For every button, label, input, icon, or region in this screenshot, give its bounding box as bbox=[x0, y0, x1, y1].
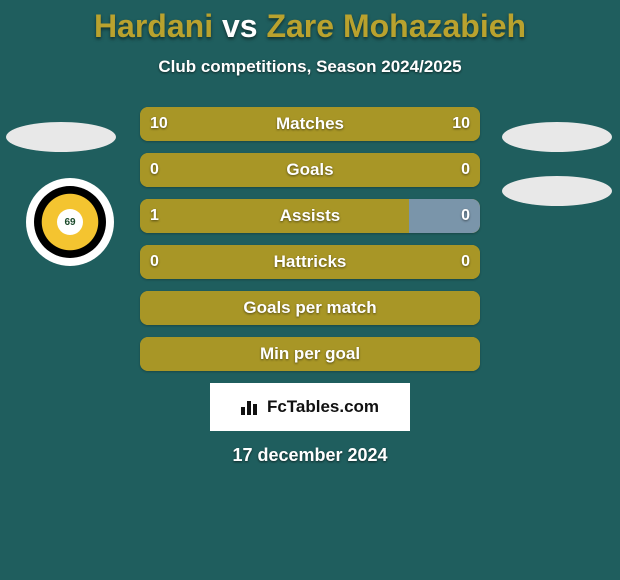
stat-label: Matches bbox=[140, 107, 480, 141]
subtitle: Club competitions, Season 2024/2025 bbox=[0, 57, 620, 77]
stat-label: Assists bbox=[140, 199, 480, 233]
page-title: Hardani vs Zare Mohazabieh bbox=[0, 8, 620, 45]
stat-value-left: 0 bbox=[140, 153, 169, 187]
player-right-avatar-2 bbox=[502, 176, 612, 206]
player-right-avatar-1 bbox=[502, 122, 612, 152]
stat-row: Hattricks0 0 bbox=[140, 245, 480, 279]
stat-rows: Matches1010Goals00Assists10Hattricks00Go… bbox=[140, 107, 480, 371]
vs-separator: vs bbox=[222, 8, 258, 44]
stat-row: Min per goal bbox=[140, 337, 480, 371]
club-badge-inner: 69 bbox=[34, 186, 106, 258]
player-right-name: Zare Mohazabieh bbox=[266, 8, 526, 44]
stat-label: Min per goal bbox=[140, 337, 480, 371]
stat-row: Matches10 10 bbox=[140, 107, 480, 141]
stat-value-left: 10 bbox=[140, 107, 178, 141]
player-left-name: Hardani bbox=[94, 8, 213, 44]
fctables-text: FcTables.com bbox=[267, 397, 379, 417]
stat-label: Goals per match bbox=[140, 291, 480, 325]
date-text: 17 december 2024 bbox=[0, 445, 620, 466]
stat-row: Assists1 0 bbox=[140, 199, 480, 233]
stat-label: Goals bbox=[140, 153, 480, 187]
club-badge: 69 bbox=[26, 178, 114, 266]
barchart-icon bbox=[241, 399, 263, 415]
stat-value-left: 1 bbox=[140, 199, 169, 233]
club-badge-center: 69 bbox=[57, 209, 83, 235]
infographic-container: Hardani vs Zare Mohazabieh Club competit… bbox=[0, 0, 620, 580]
fctables-logo-box: FcTables.com bbox=[210, 383, 410, 431]
player-left-avatar bbox=[6, 122, 116, 152]
stat-label: Hattricks bbox=[140, 245, 480, 279]
stat-value-right: 0 bbox=[451, 199, 480, 233]
stat-value-right: 0 bbox=[451, 153, 480, 187]
stat-value-right: 10 bbox=[442, 107, 480, 141]
stat-value-left: 0 bbox=[140, 245, 169, 279]
stat-value-right: 0 bbox=[451, 245, 480, 279]
stat-row: Goals per match bbox=[140, 291, 480, 325]
stat-row: Goals0 0 bbox=[140, 153, 480, 187]
